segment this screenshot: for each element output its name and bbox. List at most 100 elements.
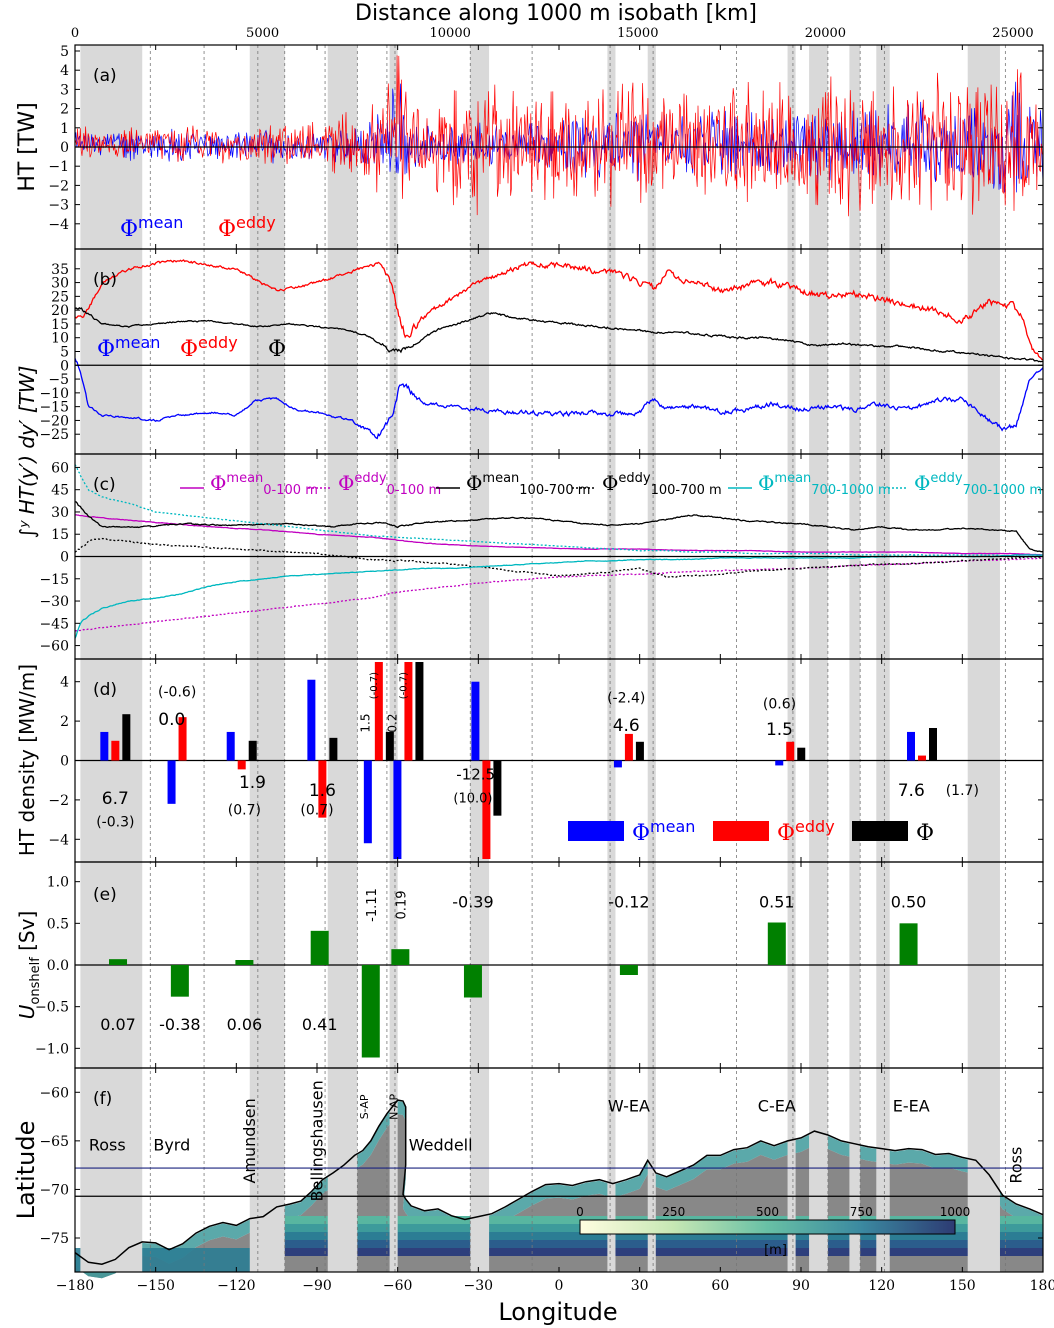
panel-e-bar-8 xyxy=(767,922,786,965)
panel-d-bar-7-total xyxy=(635,741,644,761)
bottom-axis-tick-label-3: −90 xyxy=(302,1278,332,1294)
legend-b-mean: Φmean xyxy=(97,333,160,362)
map-region-label-c-ea: C-EA xyxy=(758,1097,796,1116)
panel-b-ytick-label: 15 xyxy=(51,317,69,333)
panel-c-line--mean-100-700-m xyxy=(75,501,1043,553)
panel-d-ylabel: HT density [MW/m] xyxy=(15,664,39,856)
panel-d-annotation-8: -12.5 xyxy=(456,766,495,784)
panel-b-line--eddy xyxy=(75,259,1043,361)
panel-d-bar-0-mean xyxy=(100,731,109,761)
panel-d-ytick-label: 2 xyxy=(60,714,69,730)
panel-e-ytick-label: −1.0 xyxy=(35,1041,69,1057)
panel-c-line--mean-0-100-m xyxy=(75,514,1043,556)
panel-d-bar-0-total xyxy=(122,714,131,761)
panel-c-line--eddy-700-1000-m xyxy=(75,464,1043,558)
panel-d-annotation-6: 1.6 xyxy=(309,781,336,801)
panel-a-ytick-label: 1 xyxy=(60,121,69,137)
panel-a-ytick-label: −2 xyxy=(48,178,69,194)
panel-e-bar-5 xyxy=(391,949,410,965)
top-axis-tick-label-2: 10000 xyxy=(430,26,471,41)
bottom-axis-tick-label-11: 150 xyxy=(949,1278,976,1294)
panel-d-annotation-4: 1.9 xyxy=(239,773,266,793)
bottom-axis-tick-label-5: −30 xyxy=(464,1278,494,1294)
legend-c-entry-0-part: Φ xyxy=(210,471,226,495)
panel-c-ytick-label: 60 xyxy=(51,460,69,476)
legend-d-entry-1-part: eddy xyxy=(795,817,835,836)
legend-d-entry-0-part: mean xyxy=(650,817,695,836)
panel-b-series xyxy=(75,259,1043,440)
panel-e-bar-label-0: 0.07 xyxy=(100,1015,136,1034)
panel-d-label: (d) xyxy=(93,680,117,700)
panel-e-ylabel-part: U xyxy=(15,1004,39,1019)
panel-d-bar-1-total xyxy=(189,760,198,761)
panel-d-ytick-label: 4 xyxy=(60,675,69,691)
legend-c-entry-2-part: 100-700 m xyxy=(519,483,590,498)
bottom-axis-tick-label-9: 90 xyxy=(792,1278,810,1294)
panel-b-ytick-label: 10 xyxy=(51,331,69,347)
panel-c-ytick-label: −15 xyxy=(39,572,69,588)
legend-c-entry-3-part: eddy xyxy=(618,471,651,486)
panel-d-bar-6-eddy xyxy=(482,760,491,859)
panel-e-bar-4 xyxy=(361,965,380,1058)
legend-c-entry-5-part: eddy xyxy=(930,471,963,486)
bottom-axis-tick-label-10: 120 xyxy=(868,1278,895,1294)
panel-b-ytick-label: 30 xyxy=(51,276,69,292)
panel-d-annotation-7: (0.7) xyxy=(300,803,333,819)
panel-d-annotation-10: (-2.4) xyxy=(607,690,645,706)
panel-a-label: (a) xyxy=(93,66,117,86)
panel-e-bar-6 xyxy=(463,965,482,998)
panel-d-bar-4-mean xyxy=(363,760,372,844)
legend-d-entry-1: Φeddy xyxy=(777,817,835,846)
panel-d-annotation-11: 4.6 xyxy=(613,716,640,736)
panel-a-ytick-label: −1 xyxy=(48,159,69,175)
panel-d-bar-5-total xyxy=(415,662,424,761)
panel-e-ylabel-part: [Sv] xyxy=(15,911,39,958)
panel-d-bar-2-mean xyxy=(226,731,235,761)
legend-b-eddy-part: Φ xyxy=(180,337,198,362)
panel-e-bar-label-8: 0.51 xyxy=(759,893,795,912)
top-axis-tick-label-4: 20000 xyxy=(805,26,846,41)
colorbar-tick-label-2: 500 xyxy=(756,1205,779,1219)
panel-c-ytick-label: 45 xyxy=(51,483,69,499)
panel-d-bar-3-mean xyxy=(307,679,316,761)
panel-e-bar-label-6: -0.39 xyxy=(452,893,493,912)
panel-f-ylabel: Latitude xyxy=(12,1121,40,1220)
panel-a-ytick-label: 5 xyxy=(60,44,69,60)
map-region-label-ross: Ross xyxy=(1006,1147,1025,1184)
legend-c-entry-5-part: 700-1000 m xyxy=(963,483,1042,498)
panel-d-bar-8-mean xyxy=(775,760,784,766)
top-axis-tick-label-5: 25000 xyxy=(992,26,1033,41)
panel-d-bar-6-total xyxy=(493,760,502,816)
panel-e-bar-label-1: -0.38 xyxy=(159,1015,200,1034)
panel-a-ylabel: HT [TW] xyxy=(15,102,40,191)
legend-c-entry-1: Φeddy0-100 m xyxy=(338,471,441,498)
legend-c-entry-1-part: Φ xyxy=(338,471,354,495)
panel-d-annotation-18: 0.2 xyxy=(385,714,399,733)
legend-a-eddy-part: eddy xyxy=(236,213,276,232)
map-region-label-bellingshausen: Bellingshausen xyxy=(307,1080,326,1201)
colorbar-tick-label-4: 1000 xyxy=(940,1205,971,1219)
panel-c-label: (c) xyxy=(93,475,116,495)
panel-d-annotation-5: (0.7) xyxy=(228,803,261,819)
map-region-label-e-ea: E-EA xyxy=(893,1097,930,1116)
panel-f-label: (f) xyxy=(93,1089,112,1109)
legend-d-entry-1-part: Φ xyxy=(777,821,795,846)
panel-d-bar-0-eddy xyxy=(111,740,120,761)
panel-c-line--eddy-100-700-m xyxy=(75,537,1043,579)
legend-a-eddy: Φeddy xyxy=(218,213,276,242)
panel-e-bar-7 xyxy=(619,965,638,975)
panel-a-ytick-label: −3 xyxy=(48,198,69,214)
map-region-label-byrd: Byrd xyxy=(153,1136,190,1155)
panel-a-series xyxy=(75,55,1043,217)
bottom-axis-tick-label-12: 180 xyxy=(1030,1278,1054,1294)
legend-d-swatch-0 xyxy=(568,821,624,841)
top-axis-tick-label-1: 5000 xyxy=(246,26,279,41)
panel-d-annotation-13: 1.5 xyxy=(766,720,793,740)
panel-c-ytick-label: 0 xyxy=(60,550,69,566)
legend-c-entry-4-part: 700-1000 m xyxy=(811,483,890,498)
panel-b-label: (b) xyxy=(93,270,117,290)
legend-d-entry-0: Φmean xyxy=(632,817,695,846)
panel-d-annotation-16: 1.5 xyxy=(359,714,373,733)
panel-a-ytick-label: −4 xyxy=(48,217,69,233)
